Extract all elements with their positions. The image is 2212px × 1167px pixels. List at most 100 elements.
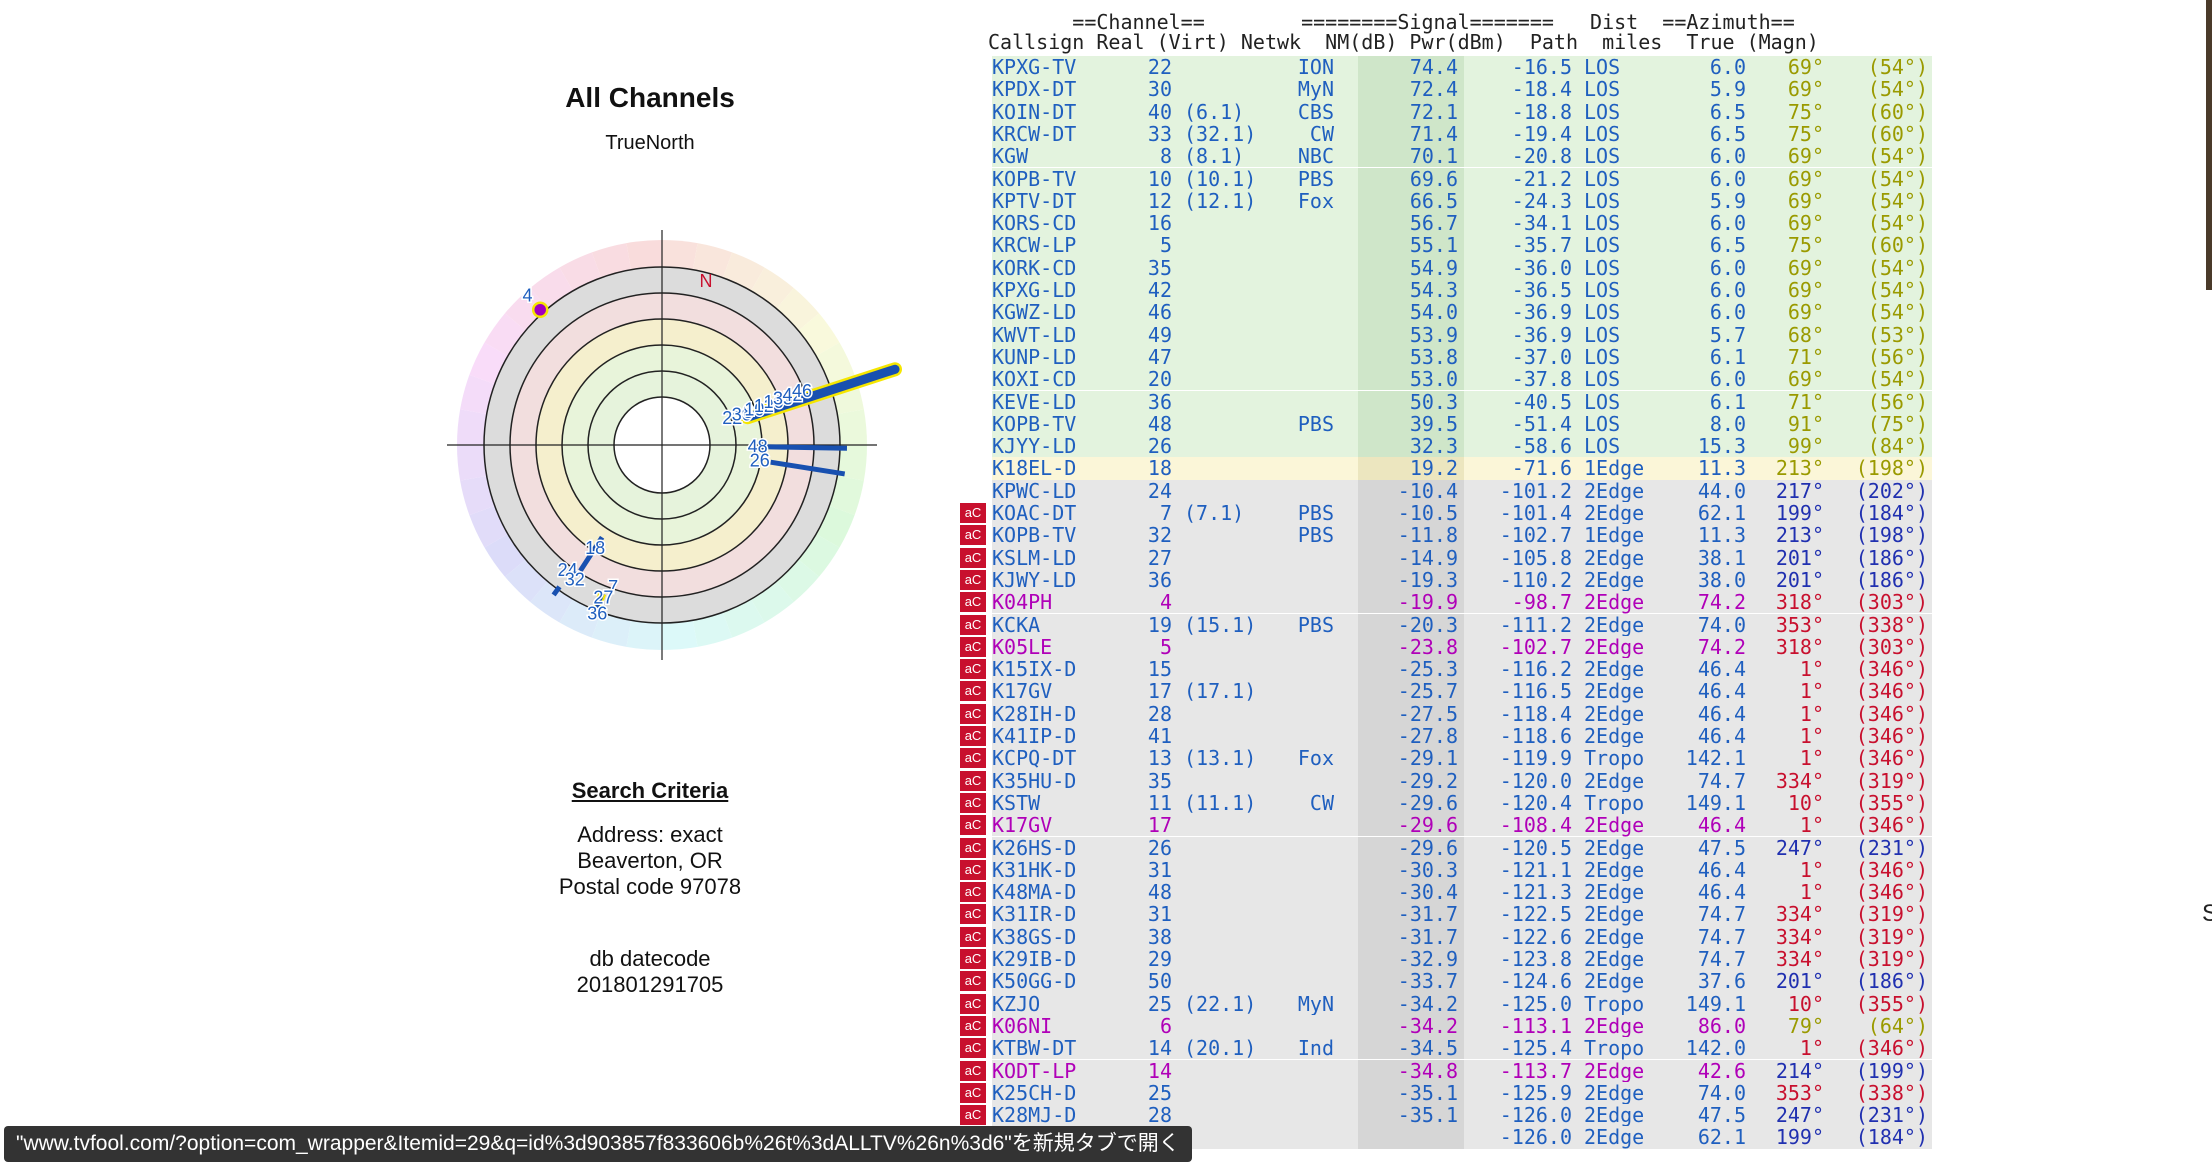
table-row[interactable]: KORK-CD 35 54.9 -36.0 LOS 6.0 69° (54°) [958,255,1934,280]
table-row[interactable]: aC KOAC-DT 7 (7.1) PBS -10.5 -101.4 2Edge 62.1 19… [958,501,1934,525]
cell-call[interactable]: KJYY-LD [992,434,1077,459]
cell-call[interactable]: K05LE [992,634,1053,659]
cell-call[interactable]: K06NI [992,1013,1053,1038]
cell-call[interactable]: KODT-LP [992,1058,1077,1083]
table-row[interactable]: aC K17GV 17 -29.6 -108.4 2Edge 46.4 1° (346°) [958,813,1934,838]
table-row[interactable]: KRCW-LP 5 55.1 -35.7 LOS 6.5 75° (60°) [958,233,1934,258]
cell-call[interactable]: K50GG-D [992,969,1077,994]
cell-call[interactable]: KTBW-DT [992,1036,1077,1061]
cell-call[interactable]: KWVT-LD [992,322,1077,347]
cell-call[interactable]: KEVE-LD [992,389,1077,414]
cell-call[interactable]: KUNP-LD [992,344,1077,369]
table-row[interactable]: aC K50GG-D 50 -33.7 -124.6 2Edge 37.6 201° (186°… [958,969,1934,994]
table-row[interactable]: aC K31IR-D 31 -31.7 -122.5 2Edge 74.7 334° (319°… [958,902,1934,927]
table-row[interactable]: aC KTBW-DT 14 (20.1) Ind -34.5 -125.4 Tropo 142.… [958,1036,1934,1061]
table-row[interactable]: aC K25CH-D 25 -35.1 -125.9 2Edge 74.0 353° (338°… [958,1080,1934,1105]
cell-call[interactable]: KCKA [992,612,1041,637]
cell-call[interactable]: K17GV [992,679,1053,704]
table-row[interactable]: KPDX-DT 30 MyN 72.4 -18.4 LOS 5.9 69° (54°) [958,77,1934,102]
cell-call[interactable]: K31IR-D [992,902,1077,927]
table-row[interactable]: KGWZ-LD 46 54.0 -36.9 LOS 6.0 69° (54°) [958,300,1934,325]
cell-call[interactable]: K29IB-D [992,947,1077,971]
table-row[interactable]: KORS-CD 16 56.7 -34.1 LOS 6.0 69° (54°) [958,211,1934,236]
cell-call[interactable]: KOIN-DT [992,99,1077,124]
table-row[interactable]: KPWC-LD 24 -10.4 -101.2 2Edge 44.0 217° (202°) [958,478,1934,503]
cell-call[interactable]: KOAC-DT [992,501,1077,525]
table-row[interactable]: aC K15IX-D 15 -25.3 -116.2 2Edge 46.4 1° (346°) [958,657,1934,682]
cell-call[interactable]: KPXG-TV [992,55,1077,79]
table-row[interactable]: aC K31HK-D 31 -30.3 -121.1 2Edge 46.4 1° (346°) [958,857,1934,882]
table-row[interactable]: KPTV-DT 12 (12.1) Fox 66.5 -24.3 LOS 5.9 69° (54°… [958,188,1934,213]
table-row[interactable]: aC K48MA-D 48 -30.4 -121.3 2Edge 46.4 1° (346°) [958,880,1934,905]
table-row[interactable]: KJYY-LD 26 32.3 -58.6 LOS 15.3 99° (84°) [958,434,1934,459]
table-row[interactable]: aC KODT-LP 14 -34.8 -113.7 2Edge 42.6 214° (199°… [958,1058,1934,1083]
cell-call[interactable]: K15IX-D [992,657,1077,682]
cell-call[interactable]: KJWY-LD [992,567,1077,592]
cell-call[interactable]: KZJO [992,991,1041,1016]
table-row[interactable]: K18EL-D 18 19.2 -71.6 1Edge 11.3 213° (198°) [958,456,1934,481]
table-row[interactable]: aC KSTW 11 (11.1) CW -29.6 -120.4 Tropo 149.1 10°… [958,790,1934,815]
table-row[interactable]: aC K38GS-D 38 -31.7 -122.6 2Edge 74.7 334° (319°… [958,924,1934,949]
cell-call[interactable]: K48MA-D [992,880,1077,905]
cell-call[interactable]: K04PH [992,590,1053,615]
cell-call[interactable]: K26HS-D [992,835,1077,860]
cell-call[interactable]: K35HU-D [992,768,1077,793]
cell-call[interactable]: KPWC-LD [992,478,1077,503]
cell-real: 46 [1147,300,1172,325]
table-row[interactable]: aC K41IP-D 41 -27.8 -118.6 2Edge 46.4 1° (346°) [958,724,1934,748]
table-row[interactable]: aC K17GV 17 (17.1) -25.7 -116.5 2Edge 46.4 1° (34… [958,679,1934,704]
cell-call[interactable]: K17GV [992,813,1053,838]
table-row[interactable]: aC K04PH 4 -19.9 -98.7 2Edge 74.2 318° (303°) [958,590,1934,615]
cell-call[interactable]: KCPQ-DT [992,746,1077,771]
table-row[interactable]: aC KZJO 25 (22.1) MyN -34.2 -125.0 Tropo 149.1 10… [958,991,1934,1016]
cell-call[interactable]: KRCW-LP [992,233,1077,258]
table-row[interactable]: KRCW-DT 33 (32.1) CW 71.4 -19.4 LOS 6.5 75° (60°) [958,121,1934,146]
table-row[interactable]: KEVE-LD 36 50.3 -40.5 LOS 6.1 71° (56°) [958,389,1934,414]
table-row[interactable]: aC KSLM-LD 27 -14.9 -105.8 2Edge 38.1 201° (186°… [958,545,1934,570]
cell-call[interactable]: KOXI-CD [992,367,1077,392]
cell-call[interactable]: KGWZ-LD [992,300,1077,325]
table-row[interactable]: KWVT-LD 49 53.9 -36.9 LOS 5.7 68° (53°) [958,322,1934,347]
cell-dist: 15.3 [1697,434,1746,459]
table-row[interactable]: aC KJWY-LD 36 -19.3 -110.2 2Edge 38.0 201° (186°… [958,567,1934,592]
cell-call[interactable]: KOPB-TV [992,523,1077,548]
cell-call[interactable]: K31HK-D [992,857,1077,882]
table-row[interactable]: KPXG-LD 42 54.3 -36.5 LOS 6.0 69° (54°) [958,278,1934,302]
table-row[interactable]: aC K35HU-D 35 -29.2 -120.0 2Edge 74.7 334° (319°… [958,768,1934,793]
table-row[interactable]: aC K28MJ-D 28 -35.1 -126.0 2Edge 47.5 247° (231°… [958,1103,1934,1128]
table-row[interactable]: KPXG-TV 22 ION 74.4 -16.5 LOS 6.0 69° (54°) [958,55,1934,79]
table-row[interactable]: aC KCPQ-DT 13 (13.1) Fox -29.1 -119.9 Tropo 142.… [958,746,1934,771]
cell-call[interactable]: KSLM-LD [992,545,1077,570]
cell-call[interactable]: KRCW-DT [992,121,1077,146]
cell-call[interactable]: KPDX-DT [992,77,1077,102]
table-row[interactable]: KUNP-LD 47 53.8 -37.0 LOS 6.1 71° (56°) [958,344,1934,369]
cell-call[interactable]: K18EL-D [992,456,1077,481]
table-row[interactable]: aC KOPB-TV 32 PBS -11.8 -102.7 1Edge 11.3 213° (1… [958,523,1934,548]
table-row[interactable]: aC K06NI 6 -34.2 -113.1 2Edge 86.0 79° (64°) [958,1013,1934,1038]
table-row[interactable]: aC K05LE 5 -23.8 -102.7 2Edge 74.2 318° (303°) [958,634,1934,659]
cell-call[interactable]: KOPB-TV [992,411,1077,436]
table-row[interactable]: aC K29IB-D 29 -32.9 -123.8 2Edge 74.7 334° (319°… [958,947,1934,971]
cell-call[interactable]: K25CH-D [992,1080,1077,1105]
cell-call[interactable]: KGW [992,144,1029,169]
table-row[interactable]: aC K26HS-D 26 -29.6 -120.5 2Edge 47.5 247° (231°… [958,835,1934,860]
table-row[interactable]: KOPB-TV 48 PBS 39.5 -51.4 LOS 8.0 91° (75°) [958,411,1934,436]
cell-call[interactable]: K28IH-D [992,701,1077,726]
cell-real: 13 [1147,746,1172,771]
table-row[interactable]: aC KCKA 19 (15.1) PBS -20.3 -111.2 2Edge 74.0 353… [958,612,1934,637]
cell-call[interactable]: K38GS-D [992,924,1077,949]
table-row[interactable]: KOIN-DT 40 (6.1) CBS 72.1 -18.8 LOS 6.5 75° (60°) [958,99,1934,124]
cell-call[interactable]: KOPB-TV [992,166,1077,191]
cell-call[interactable]: KSTW [992,790,1041,815]
cell-call[interactable]: KORS-CD [992,211,1077,236]
table-row[interactable]: KOPB-TV 10 (10.1) PBS 69.6 -21.2 LOS 6.0 69° (54°… [958,166,1934,191]
cell-call[interactable]: K28MJ-D [992,1103,1077,1128]
cell-call[interactable]: K41IP-D [992,724,1077,748]
cell-call[interactable]: KPTV-DT [992,188,1077,213]
cell-call[interactable]: KORK-CD [992,255,1077,280]
cell-call[interactable]: KPXG-LD [992,278,1077,302]
table-row[interactable]: KGW 8 (8.1) NBC 70.1 -20.8 LOS 6.0 69° (54°) [958,144,1934,169]
table-row[interactable]: aC K28IH-D 28 -27.5 -118.4 2Edge 46.4 1° (346°) [958,701,1934,726]
table-row[interactable]: KOXI-CD 20 53.0 -37.8 LOS 6.0 69° (54°) [958,367,1934,392]
